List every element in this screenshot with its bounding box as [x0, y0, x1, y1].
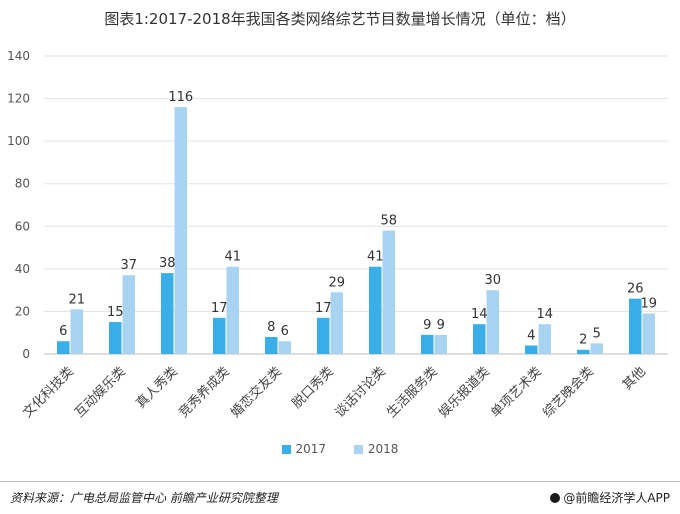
brand: @前瞻经济学人APP	[550, 489, 670, 506]
bar-2018-6	[382, 230, 395, 354]
legend-label-2017: 2017	[295, 442, 327, 456]
bar-2018-4	[278, 341, 291, 354]
bar-2018-11	[642, 313, 655, 354]
data-label: 58	[380, 214, 397, 229]
data-label: 14	[536, 307, 553, 322]
bar-2017-1	[109, 322, 122, 354]
bar-2018-7	[434, 334, 447, 354]
x-tick-label: 单项艺术类	[488, 364, 545, 421]
bar-2017-7	[421, 334, 434, 354]
y-tick-label: 120	[7, 92, 30, 106]
y-tick-label: 60	[15, 219, 30, 233]
data-label: 15	[107, 305, 124, 320]
y-tick-label: 0	[22, 347, 30, 361]
x-tick-label: 互动娱乐类	[72, 364, 129, 421]
y-tick-label: 20	[15, 304, 30, 318]
y-tick-label: 140	[7, 49, 30, 63]
x-tick-label: 文化科技类	[20, 364, 77, 421]
bar-2017-8	[473, 324, 486, 354]
legend-label-2018: 2018	[367, 442, 399, 456]
y-axis-ticks: 0 20 40 60 80 100 120 140	[7, 49, 30, 361]
bar-2017-2	[161, 273, 174, 354]
x-tick-label: 脱口秀类	[289, 364, 336, 411]
y-tick-label: 100	[7, 134, 30, 148]
x-tick-label: 娱乐报道类	[436, 364, 493, 421]
legend: 2017 2018	[0, 442, 680, 457]
bar-2017-5	[317, 317, 330, 354]
legend-swatch-2018	[353, 444, 363, 454]
bar-2018-1	[122, 275, 135, 354]
data-label: 4	[527, 328, 535, 343]
footer: 资料来源：广电总局监管中心 前瞻产业研究院整理 @前瞻经济学人APP	[0, 481, 680, 508]
data-label: 2	[579, 333, 587, 348]
x-tick-label: 谈话讨论类	[332, 364, 389, 421]
x-tick-label: 综艺晚会类	[540, 364, 597, 421]
legend-item-2018: 2018	[353, 442, 399, 456]
data-label: 21	[68, 292, 85, 307]
bar-2018-8	[486, 290, 499, 354]
bar-2017-0	[57, 341, 70, 354]
legend-swatch-2017	[281, 444, 291, 454]
bar-2017-3	[213, 317, 226, 354]
data-label: 38	[159, 256, 176, 271]
data-label: 30	[484, 273, 501, 288]
bar-2017-10	[577, 349, 590, 354]
data-label: 5	[593, 326, 601, 341]
x-tick-label: 竞秀养成类	[176, 364, 233, 421]
x-tick-label: 其他	[620, 364, 649, 393]
data-label: 17	[211, 301, 228, 316]
bar-2017-9	[525, 345, 538, 354]
data-label: 9	[437, 318, 445, 333]
bar-2018-10	[590, 343, 603, 354]
data-label: 29	[328, 275, 345, 290]
bar-2018-5	[330, 292, 343, 354]
data-label: 19	[640, 297, 657, 312]
x-tick-label: 真人秀类	[133, 364, 180, 411]
y-tick-label: 80	[15, 177, 30, 191]
bar-2018-2	[174, 107, 187, 354]
bars	[57, 107, 655, 354]
data-label: 116	[168, 90, 193, 105]
data-label: 9	[423, 318, 431, 333]
bar-2017-6	[369, 266, 382, 354]
data-label: 14	[471, 307, 488, 322]
data-label: 41	[367, 250, 384, 265]
grid-lines	[44, 55, 668, 355]
bar-2018-9	[538, 324, 551, 354]
brand-logo-icon	[550, 493, 561, 503]
bar-2017-4	[265, 336, 278, 354]
x-tick-label: 婚恋交友类	[228, 364, 285, 421]
bar-2017-11	[629, 298, 642, 354]
legend-item-2017: 2017	[281, 442, 327, 456]
bar-2018-3	[226, 266, 239, 354]
data-label: 26	[627, 282, 644, 297]
data-label: 6	[281, 324, 289, 339]
data-label: 17	[315, 301, 332, 316]
brand-label: @前瞻经济学人APP	[563, 491, 670, 505]
y-tick-label: 40	[15, 262, 30, 276]
data-label: 37	[120, 258, 137, 273]
data-label: 8	[267, 320, 275, 335]
chart-title: 图表1:2017-2018年我国各类网络综艺节目数量增长情况（单位：档）	[104, 10, 576, 28]
bar-2018-0	[70, 309, 83, 354]
data-label: 41	[224, 250, 241, 265]
data-label: 6	[59, 324, 67, 339]
x-tick-label: 生活服务类	[384, 364, 441, 421]
source-note: 资料来源：广电总局监管中心 前瞻产业研究院整理	[10, 491, 278, 505]
